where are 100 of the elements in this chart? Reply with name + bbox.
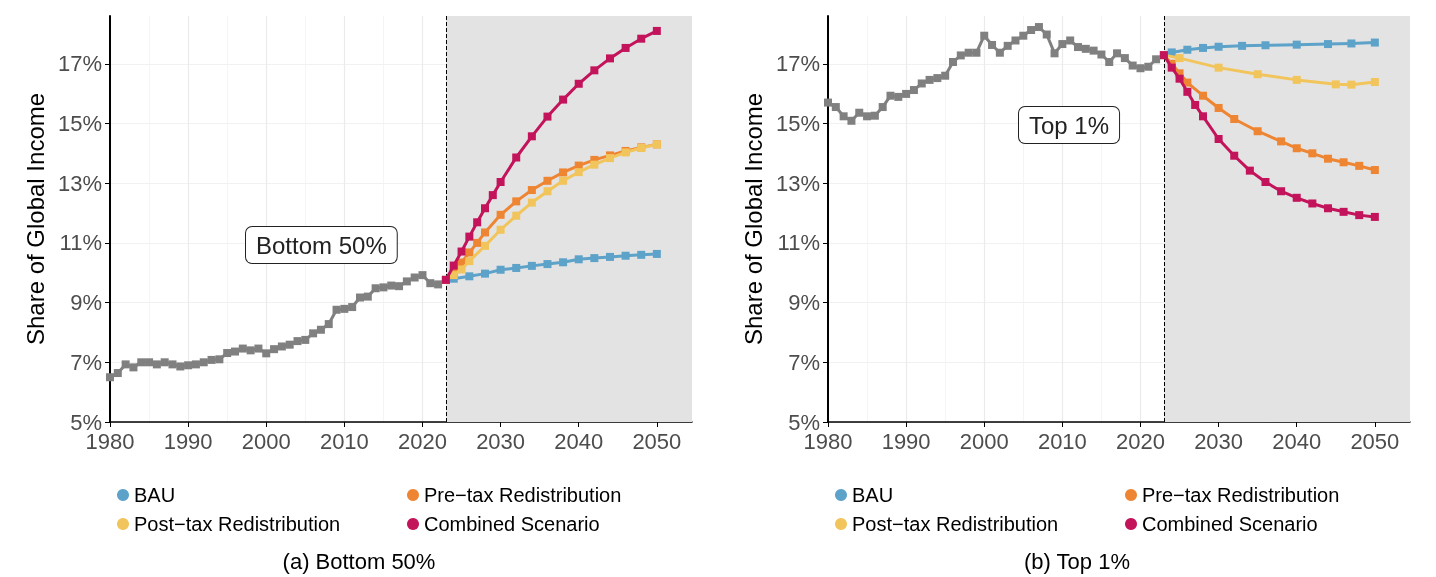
- point: [1011, 36, 1020, 45]
- point: [1261, 41, 1270, 50]
- point: [543, 176, 552, 185]
- point: [426, 279, 435, 288]
- point: [1347, 80, 1356, 89]
- x-tick-label: 1990: [881, 428, 931, 454]
- point: [324, 320, 333, 329]
- point: [637, 250, 646, 259]
- point: [972, 48, 981, 57]
- point: [559, 168, 568, 177]
- point: [145, 358, 154, 367]
- point: [527, 261, 536, 270]
- point: [199, 358, 208, 367]
- point: [1331, 80, 1340, 89]
- point: [395, 282, 404, 291]
- point: [1050, 49, 1059, 58]
- legend-label: BAU: [134, 484, 176, 506]
- point: [1120, 54, 1129, 63]
- point: [223, 349, 232, 358]
- x-tick-label: 2030: [1194, 428, 1244, 454]
- point: [894, 92, 903, 101]
- point: [1292, 193, 1301, 202]
- x-tick-label: 2050: [632, 428, 682, 454]
- y-tick-label: 17%: [775, 51, 820, 77]
- y-tick-label: 7%: [788, 349, 820, 375]
- point: [1081, 44, 1090, 53]
- point: [1191, 100, 1200, 109]
- point: [1230, 151, 1239, 160]
- point: [340, 304, 349, 313]
- point: [917, 79, 926, 88]
- point: [215, 355, 224, 364]
- point: [254, 344, 263, 353]
- point: [1230, 114, 1239, 123]
- point: [1034, 23, 1043, 32]
- point: [496, 210, 505, 219]
- point: [1198, 91, 1207, 100]
- point: [512, 197, 521, 206]
- text: (a) Bottom 50%: [282, 548, 436, 574]
- point: [1183, 45, 1192, 54]
- point: [870, 111, 879, 120]
- point: [1152, 55, 1161, 64]
- point: [168, 360, 177, 369]
- point: [831, 103, 840, 112]
- point: [473, 218, 482, 227]
- point: [1253, 70, 1262, 79]
- point: [480, 269, 489, 278]
- point: [1167, 63, 1176, 72]
- point: [473, 238, 482, 247]
- point: [559, 258, 568, 267]
- x-tick-label: 2030: [476, 428, 526, 454]
- y-tick-label: 15%: [57, 110, 102, 136]
- point: [480, 204, 489, 213]
- point: [238, 344, 247, 353]
- y-axis-title: Share of Global Income: [21, 92, 49, 346]
- x-tick-label: 2000: [241, 428, 291, 454]
- point: [387, 281, 396, 290]
- point: [106, 373, 114, 382]
- point: [1238, 41, 1247, 50]
- legend-label: BAU: [852, 484, 894, 506]
- point: [457, 265, 466, 274]
- point: [449, 261, 458, 270]
- y-tick-label: 17%: [57, 51, 102, 77]
- text: (b) Top 1%: [1024, 548, 1130, 574]
- point: [909, 86, 918, 95]
- point: [184, 361, 193, 370]
- y-tick-label: 7%: [70, 349, 102, 375]
- point: [1097, 50, 1106, 59]
- point: [637, 34, 646, 43]
- point: [1089, 46, 1098, 55]
- point: [1370, 166, 1379, 175]
- point: [1355, 161, 1364, 170]
- point: [1175, 54, 1184, 63]
- point: [293, 337, 302, 346]
- point: [1277, 187, 1286, 196]
- point: [559, 176, 568, 185]
- point: [652, 26, 661, 35]
- point: [527, 186, 536, 195]
- point: [824, 98, 832, 107]
- point: [1292, 144, 1301, 153]
- point: [480, 228, 489, 237]
- point: [980, 31, 989, 40]
- point: [1370, 212, 1379, 221]
- point: [160, 358, 169, 367]
- x-tick-label: 2020: [1116, 428, 1165, 454]
- point: [847, 116, 856, 125]
- y-tick-label: 9%: [70, 290, 102, 316]
- point: [496, 225, 505, 234]
- point: [465, 232, 474, 241]
- point: [1292, 75, 1301, 84]
- point: [925, 75, 934, 84]
- annotation: Top 1%: [1029, 111, 1110, 139]
- point: [1323, 154, 1332, 163]
- point: [496, 265, 505, 274]
- point: [262, 349, 271, 358]
- point: [1183, 87, 1192, 96]
- legend-label: Post−tax Redistribution: [134, 513, 341, 535]
- point: [1277, 137, 1286, 146]
- y-tick-label: 11%: [59, 230, 102, 256]
- point: [559, 95, 568, 104]
- x-tick-label: 2000: [959, 428, 1009, 454]
